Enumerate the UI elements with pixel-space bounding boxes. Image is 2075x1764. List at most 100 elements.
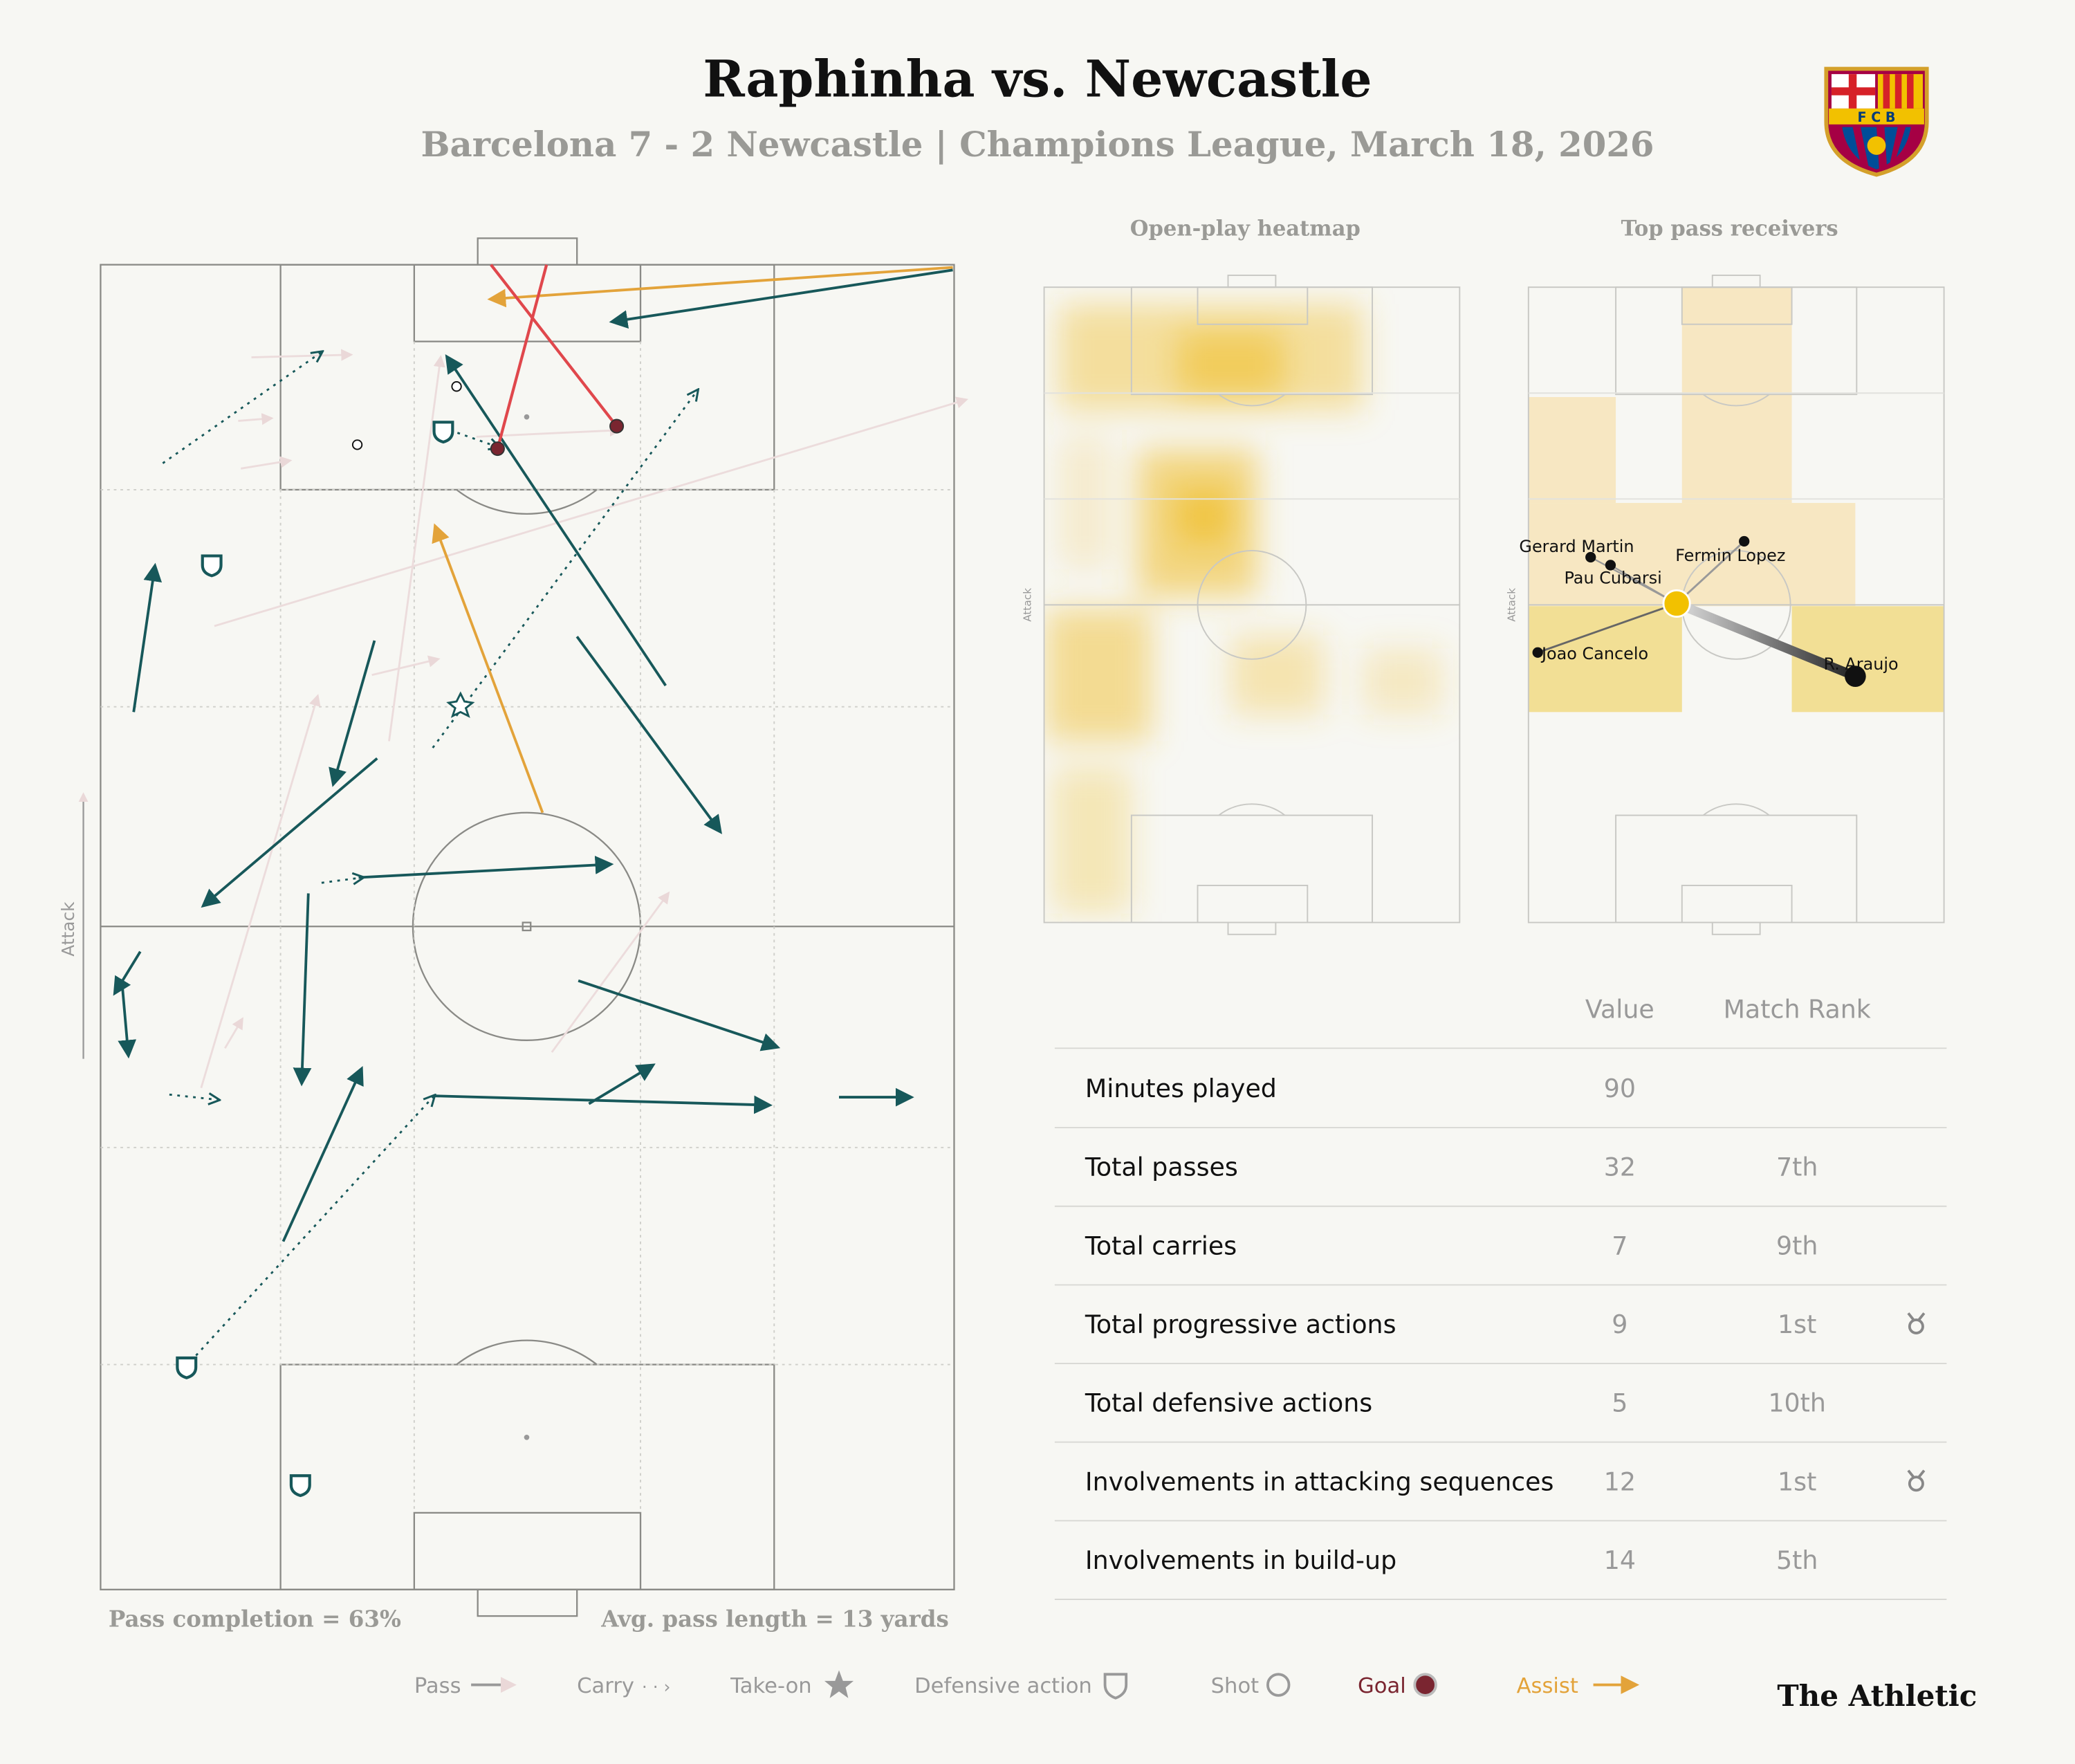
row-rank: 7th	[1776, 1152, 1818, 1182]
pass	[329, 640, 376, 787]
row-value: 7	[1612, 1231, 1627, 1260]
row-label: Total passes	[1085, 1152, 1238, 1182]
medal	[1908, 1476, 1924, 1492]
row-rank: 1st	[1778, 1310, 1816, 1339]
pass	[282, 1066, 364, 1242]
carry	[169, 1094, 219, 1100]
svg-text:· · ›: · · ›	[642, 1677, 671, 1697]
row-label: Total carries	[1085, 1231, 1237, 1260]
row-rank: 9th	[1776, 1231, 1818, 1260]
svg-text:F C B: F C B	[1858, 109, 1896, 125]
pass	[358, 856, 614, 879]
legend: Pass Carry · · › Take-on Defensive actio…	[414, 1670, 1640, 1700]
receiver-name: Gerard Martin	[1519, 537, 1634, 556]
row-rank: 10th	[1768, 1388, 1826, 1418]
pitch-line	[1702, 394, 1770, 407]
pass-completion: Pass completion = 63%	[109, 1605, 401, 1632]
receiver-name: Fermin Lopez	[1675, 546, 1785, 565]
take-on	[446, 691, 475, 718]
row-value: 5	[1612, 1388, 1627, 1418]
goal	[490, 441, 505, 457]
row-value: 90	[1604, 1074, 1636, 1103]
pass	[609, 268, 953, 329]
legend-label: Pass	[414, 1674, 461, 1698]
pitch-line	[1197, 885, 1309, 924]
pitch-line	[1227, 921, 1277, 935]
defensive-action	[176, 1356, 198, 1379]
faded-pass	[200, 694, 321, 1089]
shot	[351, 439, 363, 450]
attack-label: Attack	[58, 901, 78, 957]
row-label: Involvements in build-up	[1085, 1545, 1396, 1575]
assist	[432, 523, 544, 814]
pass	[113, 950, 142, 996]
pass	[575, 636, 722, 834]
column-header: Match Rank	[1724, 994, 1871, 1024]
actions	[113, 264, 968, 1498]
receiver-name: R. Araujo	[1823, 654, 1898, 674]
attack-label: Attack	[1021, 588, 1033, 622]
shot-line	[490, 264, 618, 428]
faded-pass	[388, 355, 445, 742]
pitch-line	[1218, 394, 1286, 407]
faded-pass	[238, 413, 274, 425]
row-label: Total progressive actions	[1085, 1310, 1396, 1339]
receiver-links	[1532, 535, 1866, 687]
pitch: Attack	[58, 237, 955, 1617]
legend-label: Take-on	[730, 1674, 812, 1698]
row-label: Total defensive actions	[1085, 1388, 1372, 1418]
faded-pass	[240, 456, 293, 470]
legend-label: Defensive action	[914, 1674, 1092, 1698]
faded-pass	[551, 891, 670, 1053]
pitch-line	[1681, 885, 1793, 924]
medal	[1908, 1318, 1924, 1334]
brand: The Athletic	[1777, 1678, 1977, 1713]
title: Raphinha vs. Newcastle	[703, 50, 1372, 109]
pitch-line	[1218, 803, 1286, 816]
faded-pass	[214, 396, 968, 627]
pitch-line	[1711, 921, 1761, 935]
crest: F C B	[1824, 66, 1929, 177]
legend-label: Carry	[577, 1674, 634, 1698]
defensive-action	[201, 554, 223, 578]
legend-label: Goal	[1358, 1674, 1406, 1698]
medal	[1907, 1312, 1926, 1321]
row-label: Involvements in attacking sequences	[1085, 1467, 1554, 1496]
pass	[201, 757, 378, 908]
defensive-action	[432, 421, 454, 444]
pitch-line	[1197, 549, 1307, 660]
row-rank: 5th	[1776, 1545, 1818, 1575]
receivers-pitch	[1527, 275, 1945, 935]
carry	[321, 877, 362, 883]
row-value: 9	[1612, 1310, 1627, 1339]
row-value: 14	[1604, 1545, 1636, 1575]
pass	[588, 1063, 656, 1105]
carry	[432, 390, 698, 748]
attack-label: Attack	[1506, 588, 1518, 622]
pitch-line	[1702, 803, 1770, 816]
pitch-line	[1130, 814, 1374, 924]
heatmap-pitch	[1043, 275, 1461, 935]
faded-pass	[224, 1017, 243, 1049]
receivers-title: Top pass receivers	[1621, 217, 1838, 241]
shot-line	[496, 264, 548, 450]
legend-label: Shot	[1211, 1674, 1260, 1698]
row-rank: 1st	[1778, 1467, 1816, 1496]
shot	[451, 381, 462, 392]
goal	[609, 419, 625, 434]
row-value: 32	[1604, 1152, 1636, 1182]
carry	[162, 352, 322, 464]
receiver-name: Pau Cubarsi	[1564, 569, 1661, 588]
pass	[132, 562, 163, 713]
heatmap-title: Open-play heatmap	[1130, 217, 1361, 241]
medal	[1907, 1469, 1926, 1478]
pitch-line	[1711, 275, 1761, 288]
pass	[578, 979, 781, 1051]
legend-label: Assist	[1517, 1674, 1578, 1698]
pitch-line	[1615, 814, 1858, 924]
pass	[445, 354, 667, 687]
faded-pass	[371, 655, 441, 677]
heatmap	[1045, 304, 1443, 914]
stats-table: Value Match Rank Minutes played 90 Total p…	[1054, 994, 1947, 1600]
